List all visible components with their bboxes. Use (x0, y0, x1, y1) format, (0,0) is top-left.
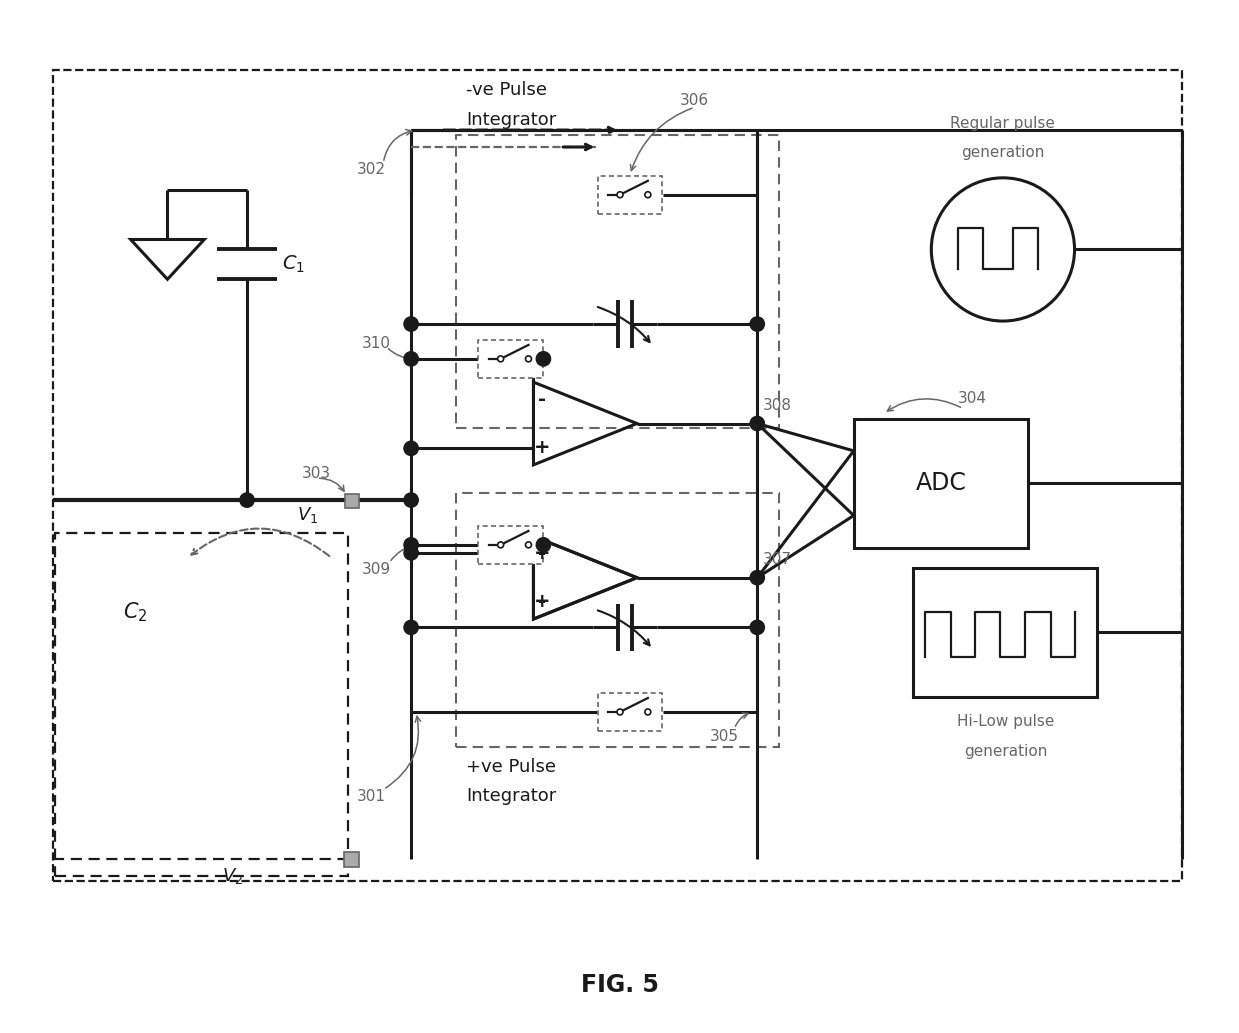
Circle shape (536, 351, 550, 366)
Circle shape (750, 570, 764, 585)
Text: 307: 307 (763, 553, 792, 567)
Text: 309: 309 (362, 562, 390, 577)
Text: -: - (539, 544, 546, 563)
Text: +: + (534, 438, 550, 457)
Circle shape (404, 493, 419, 507)
Circle shape (498, 542, 503, 547)
Bar (597, 176, 663, 214)
Circle shape (750, 620, 764, 634)
Bar (55, 533, 348, 876)
Circle shape (750, 416, 764, 431)
Text: -: - (539, 592, 546, 612)
Text: 304: 304 (958, 392, 987, 406)
Circle shape (617, 192, 623, 197)
Circle shape (240, 493, 254, 507)
Text: $V_2$: $V_2$ (222, 866, 243, 886)
Circle shape (536, 538, 550, 552)
Circle shape (525, 356, 532, 362)
Bar (344, 852, 359, 867)
Circle shape (617, 709, 623, 715)
Text: generation: generation (961, 146, 1044, 160)
Text: $V_1$: $V_1$ (297, 505, 318, 525)
Text: 302: 302 (357, 162, 385, 178)
Text: $C_2$: $C_2$ (123, 600, 147, 624)
Bar (53, 70, 1182, 881)
Bar (478, 340, 543, 378)
Text: $C_1$: $C_1$ (281, 254, 305, 275)
Text: ADC: ADC (916, 471, 966, 495)
Text: 306: 306 (680, 93, 709, 107)
Bar (456, 493, 779, 747)
Text: 303: 303 (302, 466, 331, 480)
Circle shape (404, 317, 419, 332)
Bar (456, 135, 779, 429)
Text: FIG. 5: FIG. 5 (581, 973, 659, 998)
Text: -ve Pulse: -ve Pulse (466, 82, 546, 99)
Text: 308: 308 (763, 398, 792, 413)
Bar (854, 418, 1028, 547)
Text: Integrator: Integrator (466, 787, 556, 806)
Text: 301: 301 (357, 789, 385, 804)
Text: +ve Pulse: +ve Pulse (466, 757, 556, 776)
Bar (478, 526, 543, 564)
Circle shape (750, 317, 764, 332)
Bar (346, 494, 359, 508)
Circle shape (404, 441, 419, 456)
Text: Regular pulse: Regular pulse (950, 116, 1056, 130)
Circle shape (644, 192, 650, 197)
Text: +: + (534, 592, 550, 612)
Circle shape (404, 620, 419, 634)
Text: Integrator: Integrator (466, 112, 556, 129)
Bar (913, 568, 1098, 697)
Circle shape (404, 538, 419, 552)
Text: 305: 305 (710, 729, 738, 745)
Circle shape (498, 356, 503, 362)
Text: +: + (534, 544, 550, 563)
Text: Hi-Low pulse: Hi-Low pulse (957, 715, 1054, 729)
Circle shape (404, 351, 419, 366)
Circle shape (644, 709, 650, 715)
Text: generation: generation (964, 744, 1047, 759)
Circle shape (404, 545, 419, 560)
Text: -: - (539, 390, 546, 409)
Text: 310: 310 (362, 337, 390, 351)
Circle shape (525, 542, 532, 547)
Bar (597, 693, 663, 730)
